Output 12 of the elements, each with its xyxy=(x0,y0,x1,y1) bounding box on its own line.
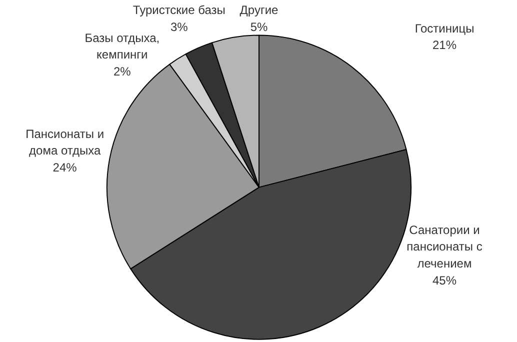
slice-label: Туристские базы xyxy=(132,3,226,18)
slice-label: Базы отдыха, кемпинги xyxy=(84,30,160,62)
data-label: 3% xyxy=(170,20,188,34)
slice-label: Другие xyxy=(240,3,279,18)
data-label: 24% xyxy=(52,160,78,174)
data-label: 2% xyxy=(113,64,132,79)
data-label: 45% xyxy=(432,273,457,288)
data-label: 21% xyxy=(432,38,457,52)
slice-label: Санатории и пансионаты с лечением xyxy=(406,222,482,271)
slice-label: Пансионаты и дома отдыха xyxy=(26,126,104,158)
slice-label: Гостиницы xyxy=(414,21,474,36)
data-label: 5% xyxy=(250,20,268,34)
